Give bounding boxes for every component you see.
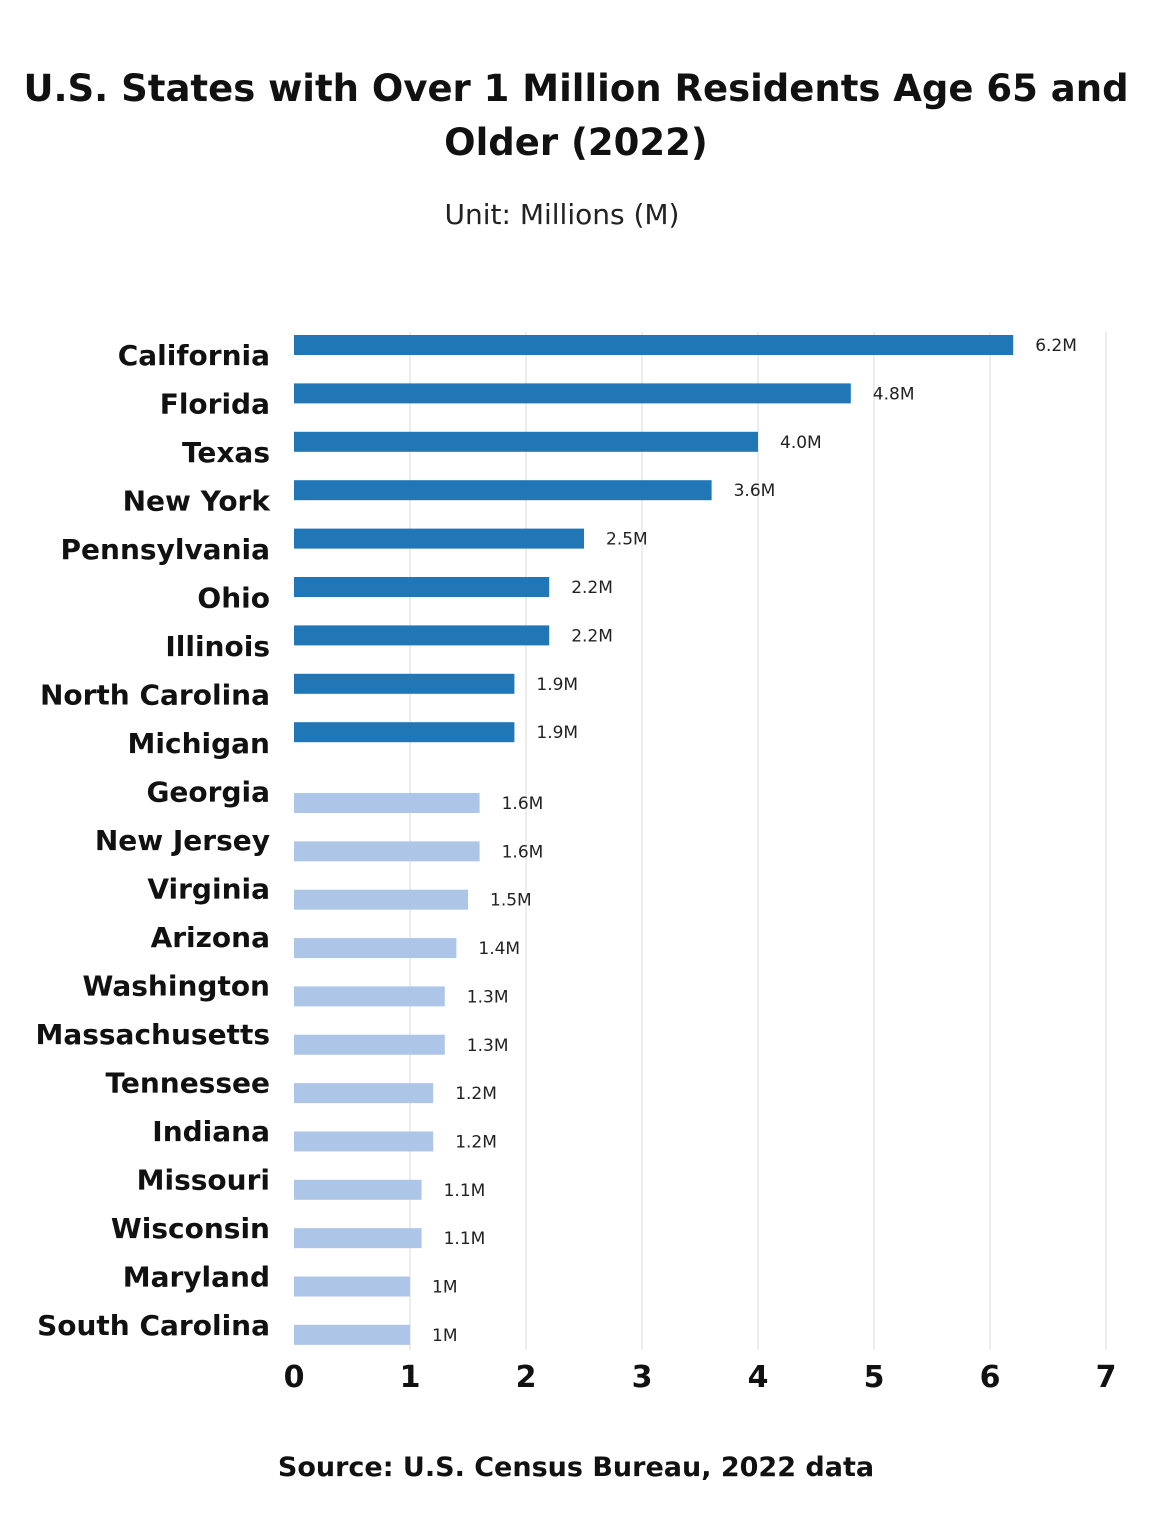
x-tick-label: 6 (980, 1360, 1001, 1395)
category-label: Missouri (137, 1164, 270, 1197)
bar (294, 431, 758, 452)
category-label: Massachusetts (35, 1018, 270, 1051)
category-label: Maryland (123, 1261, 270, 1294)
bar (294, 1228, 422, 1249)
value-label: 1.9M (536, 675, 578, 695)
value-label: 1M (432, 1326, 457, 1346)
bar (294, 722, 515, 743)
value-label: 1.2M (455, 1132, 497, 1152)
bar (294, 938, 457, 959)
bar (294, 841, 480, 862)
value-label: 1.4M (478, 939, 520, 959)
bar (294, 1131, 434, 1152)
bar (294, 1034, 445, 1055)
x-tick-label: 5 (864, 1360, 885, 1395)
category-label: Indiana (152, 1115, 270, 1148)
bar (294, 1179, 422, 1200)
category-label: Illinois (165, 630, 270, 663)
bar (294, 673, 515, 694)
category-label: Michigan (128, 727, 270, 760)
category-label: Tennessee (105, 1067, 270, 1100)
value-label: 2.2M (571, 578, 613, 598)
bar (294, 889, 468, 910)
x-tick-label: 0 (284, 1360, 305, 1395)
category-label: Texas (182, 436, 270, 469)
x-tick-label: 4 (748, 1360, 769, 1395)
bar (294, 335, 1014, 355)
bar (294, 625, 550, 646)
bar (294, 577, 550, 597)
source-note: Source: U.S. Census Bureau, 2022 data (277, 1452, 875, 1483)
value-label: 1.1M (444, 1181, 486, 1201)
bar (294, 1276, 410, 1297)
category-label: Virginia (147, 873, 270, 906)
value-label: 1.6M (502, 842, 544, 862)
bar (294, 1324, 410, 1345)
category-label: Pennsylvania (61, 533, 270, 566)
category-label: Georgia (146, 776, 270, 809)
category-label: Wisconsin (111, 1212, 270, 1245)
value-label: 1M (432, 1278, 457, 1298)
value-label: 1.1M (444, 1229, 486, 1249)
bar (294, 1083, 434, 1104)
category-label: South Carolina (37, 1309, 270, 1342)
value-label: 3.6M (734, 481, 776, 501)
category-label: California (118, 339, 270, 372)
value-label: 1.3M (467, 1036, 509, 1056)
value-label: 6.2M (1035, 336, 1077, 356)
value-label: 1.9M (536, 723, 578, 743)
value-label: 1.3M (467, 987, 509, 1007)
x-tick-label: 7 (1096, 1360, 1117, 1395)
bar (294, 480, 712, 501)
category-label: Ohio (197, 582, 270, 615)
value-label: 2.2M (571, 626, 613, 646)
category-label: Washington (82, 970, 270, 1003)
category-label: North Carolina (40, 679, 270, 712)
x-tick-label: 1 (400, 1360, 421, 1395)
value-label: 1.2M (455, 1084, 497, 1104)
bar (294, 986, 445, 1007)
value-label: 4.8M (873, 384, 915, 404)
chart-title: U.S. States with Over 1 Million Resident… (23, 67, 1129, 164)
category-label: New York (123, 485, 272, 518)
chart-subtitle: Unit: Millions (M) (444, 198, 680, 231)
bar (294, 383, 851, 404)
bar (294, 793, 480, 813)
value-label: 1.6M (502, 794, 544, 814)
bar (294, 528, 584, 549)
value-label: 2.5M (606, 530, 648, 550)
category-label: Florida (160, 388, 270, 421)
value-label: 4.0M (780, 433, 822, 453)
category-label: Arizona (151, 921, 270, 954)
x-tick-label: 2 (516, 1360, 537, 1395)
x-tick-label: 3 (632, 1360, 653, 1395)
value-label: 1.5M (490, 891, 532, 911)
category-label: New Jersey (95, 824, 270, 857)
